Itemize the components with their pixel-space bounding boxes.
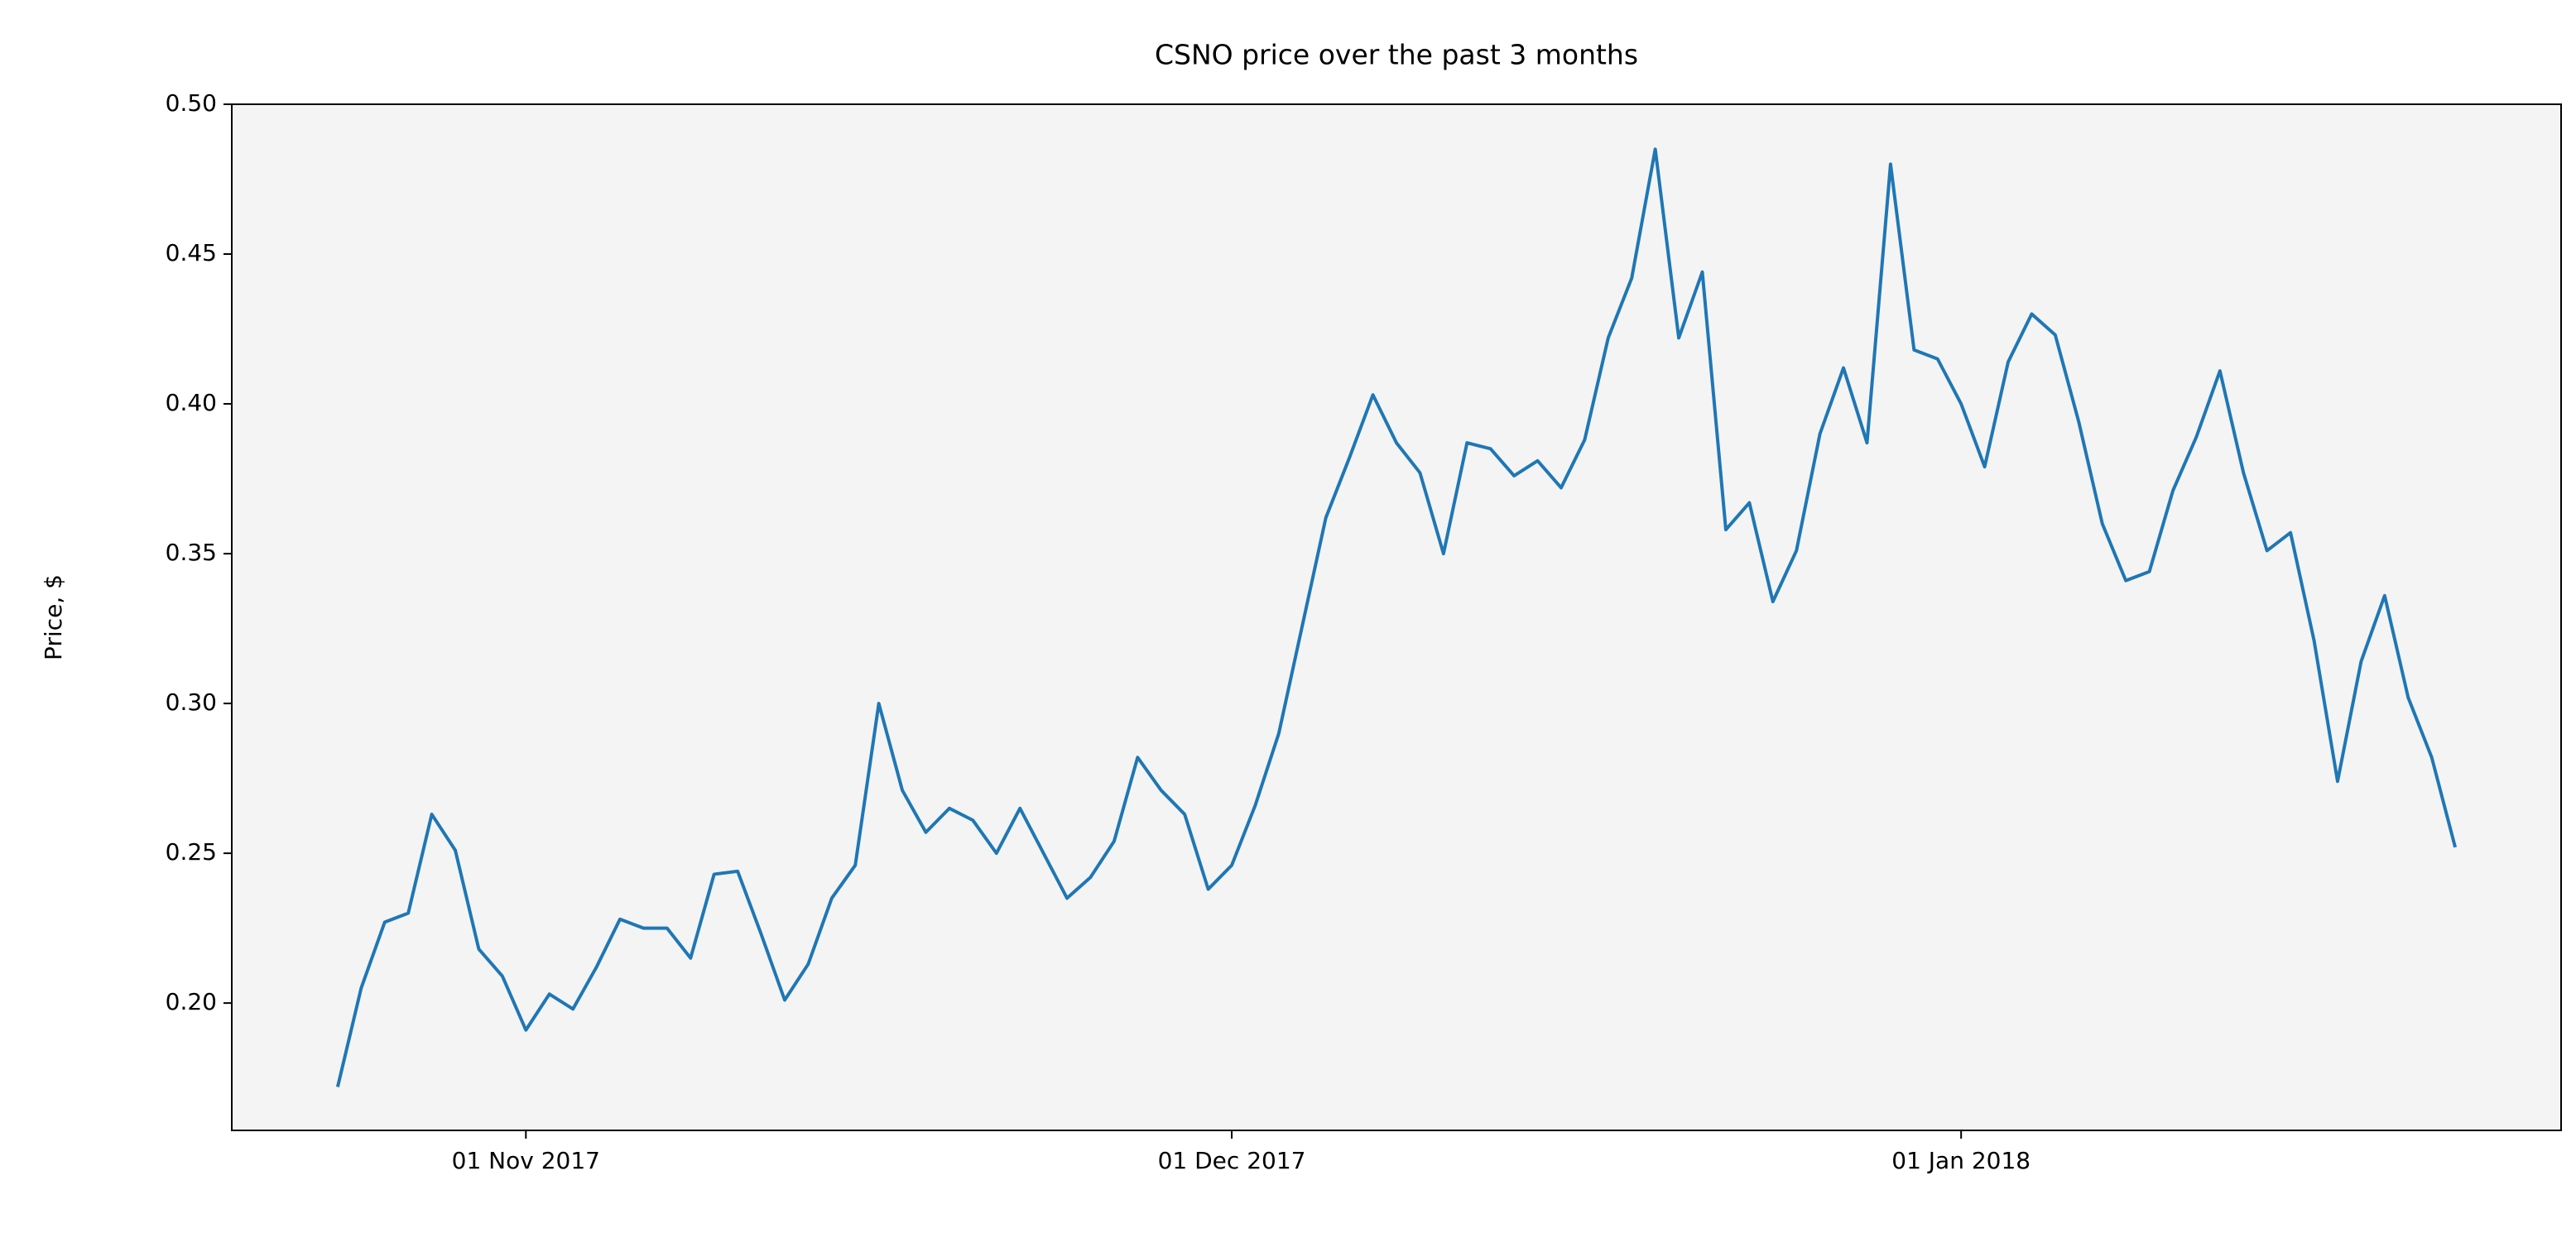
x-tick-label: 01 Jan 2018	[1891, 1147, 2031, 1174]
y-tick-label: 0.40	[166, 389, 217, 416]
plot-background	[232, 104, 2561, 1130]
y-tick-label: 0.50	[166, 89, 217, 117]
y-axis-label: Price, $	[40, 574, 67, 660]
x-tick-label: 01 Nov 2017	[452, 1147, 600, 1174]
y-tick-label: 0.35	[166, 539, 217, 566]
x-tick-label: 01 Dec 2017	[1158, 1147, 1306, 1174]
y-tick-label: 0.30	[166, 688, 217, 716]
y-tick-label: 0.25	[166, 838, 217, 866]
y-tick-label: 0.45	[166, 239, 217, 266]
price-line	[335, 147, 2458, 1087]
chart-title: CSNO price over the past 3 months	[1155, 39, 1638, 71]
y-tick-label: 0.20	[166, 988, 217, 1015]
plot-frame	[231, 103, 2562, 1131]
